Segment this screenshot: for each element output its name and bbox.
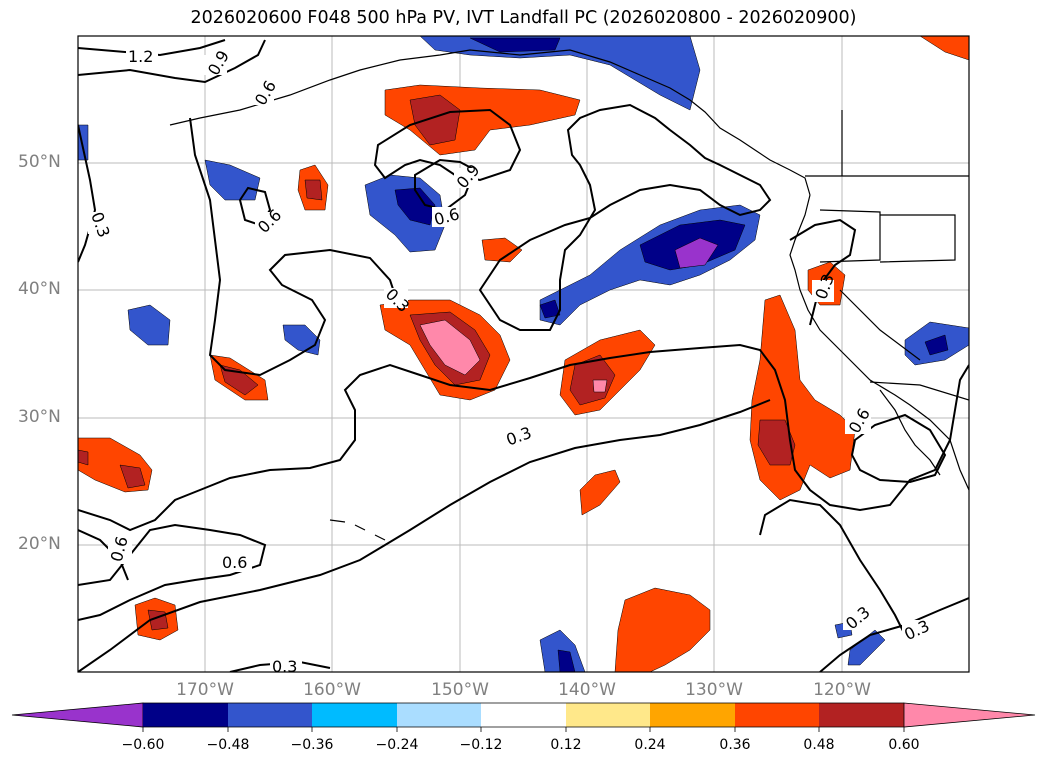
lat-label-20n: 20°N <box>18 534 61 554</box>
colorbar-segment <box>481 703 566 727</box>
red-region-south-central <box>614 587 711 672</box>
gridlines <box>78 36 969 672</box>
hawaii-islands <box>329 519 386 541</box>
pacific-northwest-coast <box>789 194 969 491</box>
colorbar <box>11 702 1036 732</box>
contour-0-6-southwest <box>78 523 267 621</box>
contour-1-2 <box>78 39 226 57</box>
contour-label: 1.2 <box>128 47 153 66</box>
contour-0-3-main <box>78 343 969 532</box>
red-region-small-south <box>579 469 621 516</box>
contour-0-6-gulf <box>414 158 477 212</box>
colorbar-segment <box>819 703 904 727</box>
red-region-california-offshore <box>749 294 856 501</box>
lon-label-150w: 150°W <box>431 680 489 700</box>
contour-0-3-southeast-2 <box>759 498 906 636</box>
colorbar-tick-label: 0.12 <box>550 737 582 753</box>
red-region-small-mid <box>481 237 523 263</box>
lon-label-170w: 170°W <box>176 680 234 700</box>
colorbar-extend-low <box>11 702 144 728</box>
lon-label-140w: 140°W <box>558 680 616 700</box>
contour-label: 0.6 <box>254 205 285 236</box>
positive-anomaly-regions <box>78 36 969 672</box>
map-frame <box>77 35 970 673</box>
colorbar-segment <box>312 703 397 727</box>
us-mexico-border <box>869 381 969 401</box>
colorbar-segment <box>735 703 819 727</box>
contour-label: 0.6 <box>222 553 247 572</box>
coastlines <box>169 49 969 541</box>
contour-0-3-southeast <box>819 597 969 672</box>
colorbar-segment <box>566 703 650 727</box>
us-state-border-1 <box>819 209 881 263</box>
colorbar-tick-label: −0.36 <box>290 737 334 753</box>
us-state-border-3 <box>839 289 921 361</box>
colorbar-tick-label: 0.36 <box>719 737 751 753</box>
contour-0-9-gulf <box>373 108 522 182</box>
lon-label-120w: 120°W <box>813 680 871 700</box>
lat-label-40n: 40°N <box>18 279 61 299</box>
contour-label: 0.3 <box>272 657 297 676</box>
blue-region-small-2 <box>282 324 321 356</box>
colorbar-tick-label: −0.12 <box>459 737 503 753</box>
lat-label-30n: 30°N <box>18 407 61 427</box>
colorbar-segment <box>143 703 228 727</box>
colorbar-segment <box>397 703 481 727</box>
pv-contours <box>78 39 969 672</box>
colorbar-tick-label: 0.60 <box>888 737 920 753</box>
us-state-border-2 <box>879 214 956 263</box>
lon-label-130w: 130°W <box>685 680 743 700</box>
blue-region-small-1 <box>127 304 171 346</box>
lon-label-160w: 160°W <box>303 680 361 700</box>
contour-0-6-west <box>189 117 401 377</box>
colorbar-segment <box>650 703 735 727</box>
colorbar-tick-label: 0.48 <box>803 737 835 753</box>
blue-region-southeast-2 <box>847 629 886 666</box>
colorbar-extend-high <box>903 702 1036 728</box>
colorbar-tick-label: −0.48 <box>206 737 250 753</box>
blue-region-west <box>204 159 261 201</box>
alaska-coastline <box>169 49 811 196</box>
contour-0-9-north <box>78 39 266 84</box>
contour-0-3-west <box>78 124 97 263</box>
lat-label-50n: 50°N <box>18 152 61 172</box>
map-title: 2026020600 F048 500 hPa PV, IVT Landfall… <box>190 8 857 28</box>
red-region-northeast-corner <box>919 36 969 61</box>
colorbar-segment <box>228 703 312 727</box>
blue-region-alaska <box>419 36 701 111</box>
contour-0-6-baja <box>850 413 947 484</box>
colorbar-tick-label: 0.24 <box>634 737 666 753</box>
contour-0-3-south <box>78 399 771 672</box>
contour-0-6-northeast <box>478 103 772 331</box>
colorbar-tick-label: −0.24 <box>375 737 419 753</box>
negative-anomaly-regions <box>78 36 969 672</box>
baja-coast <box>879 389 941 476</box>
colorbar-tick-label: −0.60 <box>121 737 165 753</box>
